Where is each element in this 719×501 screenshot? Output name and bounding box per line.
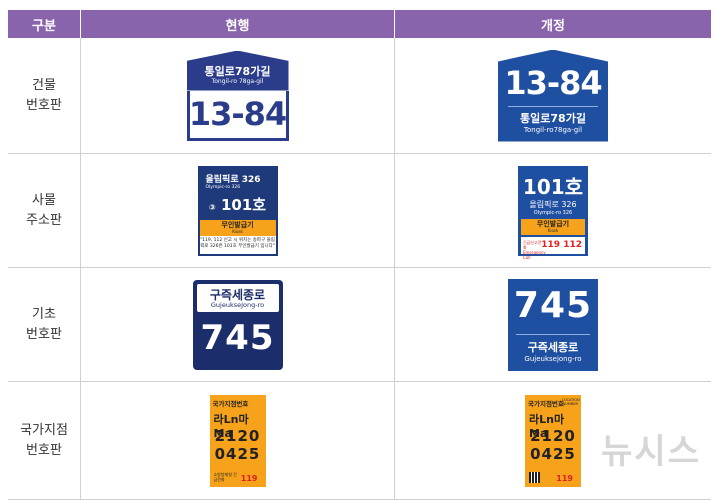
plate-road-name: 올림픽로 326 (205, 174, 261, 185)
barcode-icon (529, 471, 540, 483)
plate-number-2: 0425 (530, 444, 576, 463)
plate-road-romanized: Tongil-ro 78ga-gil (211, 77, 264, 85)
object-plate-current: 올림픽로 326 Olympic-ro 326 ③ 101호 무인발급기 Kios… (197, 165, 278, 256)
plate-road-name: 올림픽로 326 (529, 199, 577, 209)
table-row: 건물 번호판 통일로78가길 Tongil-ro 78ga-gil 13-84 … (8, 38, 711, 154)
plate-road-name: 구즉세종로 (209, 287, 266, 302)
plate-number-1: 2120 (214, 426, 261, 445)
plate-head: 국가지점번호 (212, 399, 249, 408)
header-revised: 개정 (394, 10, 711, 38)
plate-road-romanized: GujeukseJong-ro (210, 300, 265, 309)
emergency-number: 119 (240, 473, 258, 483)
base-plate-current: 구즉세종로 GujeukseJong-ro 745 (192, 279, 283, 370)
plate-road-romanized: Olympic-ro 326 (205, 184, 241, 190)
national-plate-current: 국가지점번호 라Ln마Ma 2120 0425 소방방재청 긴급전화 119 (209, 394, 266, 487)
kiosk-label: 무인발급기 Kiosk (199, 219, 276, 236)
plate-footer: 소방방재청 긴급전화 (213, 471, 237, 482)
plate-head: 국가지점번호 (528, 399, 564, 408)
table-row: 사물 주소판 올림픽로 326 Olympic-ro 326 ③ 101호 무인… (8, 154, 711, 268)
plate-road-name: 통일로78가길 (204, 64, 271, 78)
emergency-box: 긴급신고전화 Emergency Call 119 112 (521, 236, 585, 260)
object-plate-revised: 101호 올림픽로 326 Olympic-ro 326 무인발급기 Kiosk … (518, 165, 588, 260)
plate-road-name: 구즉세종로 (527, 340, 579, 354)
watermark: 뉴시스 (601, 432, 701, 472)
row-label: 기초 번호판 (26, 306, 62, 342)
plate-unit: ③ 101호 (208, 195, 267, 214)
emergency-number: 119 (556, 473, 573, 483)
row-label: 건물 번호판 (26, 77, 62, 113)
kiosk-label: 무인발급기 Kiosk (521, 218, 585, 235)
base-plate-revised: 745 구즉세종로 Gujeuksejong-ro (508, 278, 598, 371)
national-plate-revised: 국가지점번호 LOCATION NUMBER 라Ln마Ma 2120 0425 … (525, 394, 581, 487)
plate-road-romanized: Gujeuksejong-ro (524, 354, 582, 363)
plate-number: 13-84 (188, 94, 287, 133)
plate-road-romanized: Tongil-ro78ga-gil (523, 125, 583, 134)
emergency-numbers: 119 112 (541, 239, 582, 250)
header-current: 현행 (80, 10, 394, 38)
plate-unit: 101호 (522, 174, 584, 199)
header-category: 구분 (32, 18, 56, 34)
plate-number: 745 (200, 317, 275, 358)
plate-note: "119, 112 신고 시 위치는 송파구 올림픽로 326번 101호 무인… (200, 237, 275, 249)
plate-number-1: 2120 (530, 426, 576, 445)
plate-letters: 라Ln마Ma (529, 412, 565, 440)
emergency-label: 긴급신고전화 Emergency Call (523, 239, 546, 260)
table-row: 국가지점 번호판 국가지점번호 라Ln마Ma 2120 0425 소방방재청 긴… (8, 382, 711, 500)
plate-number: 745 (513, 284, 593, 326)
table-header: 구분 현행 개정 (8, 10, 711, 38)
building-plate-revised: 13-84 통일로78가길 Tongil-ro78ga-gil (498, 49, 608, 142)
plate-road-name: 통일로78가길 (520, 111, 586, 125)
plate-number-2: 0425 (214, 444, 261, 463)
plate-letters: 라Ln마Ma (213, 412, 249, 440)
building-plate-current: 통일로78가길 Tongil-ro 78ga-gil 13-84 (186, 50, 289, 141)
table-row: 기초 번호판 구즉세종로 GujeukseJong-ro 745 745 구즉세… (8, 268, 711, 382)
row-label: 국가지점 번호판 (20, 422, 68, 458)
row-label: 사물 주소판 (26, 192, 62, 228)
plate-road-romanized: Olympic-ro 326 (533, 209, 573, 216)
comparison-table: 구분 현행 개정 건물 번호판 통일로78가길 Tongil-ro 78ga-g… (8, 10, 711, 500)
plate-head-en: LOCATION NUMBER (562, 397, 580, 406)
plate-number: 13-84 (504, 63, 602, 102)
